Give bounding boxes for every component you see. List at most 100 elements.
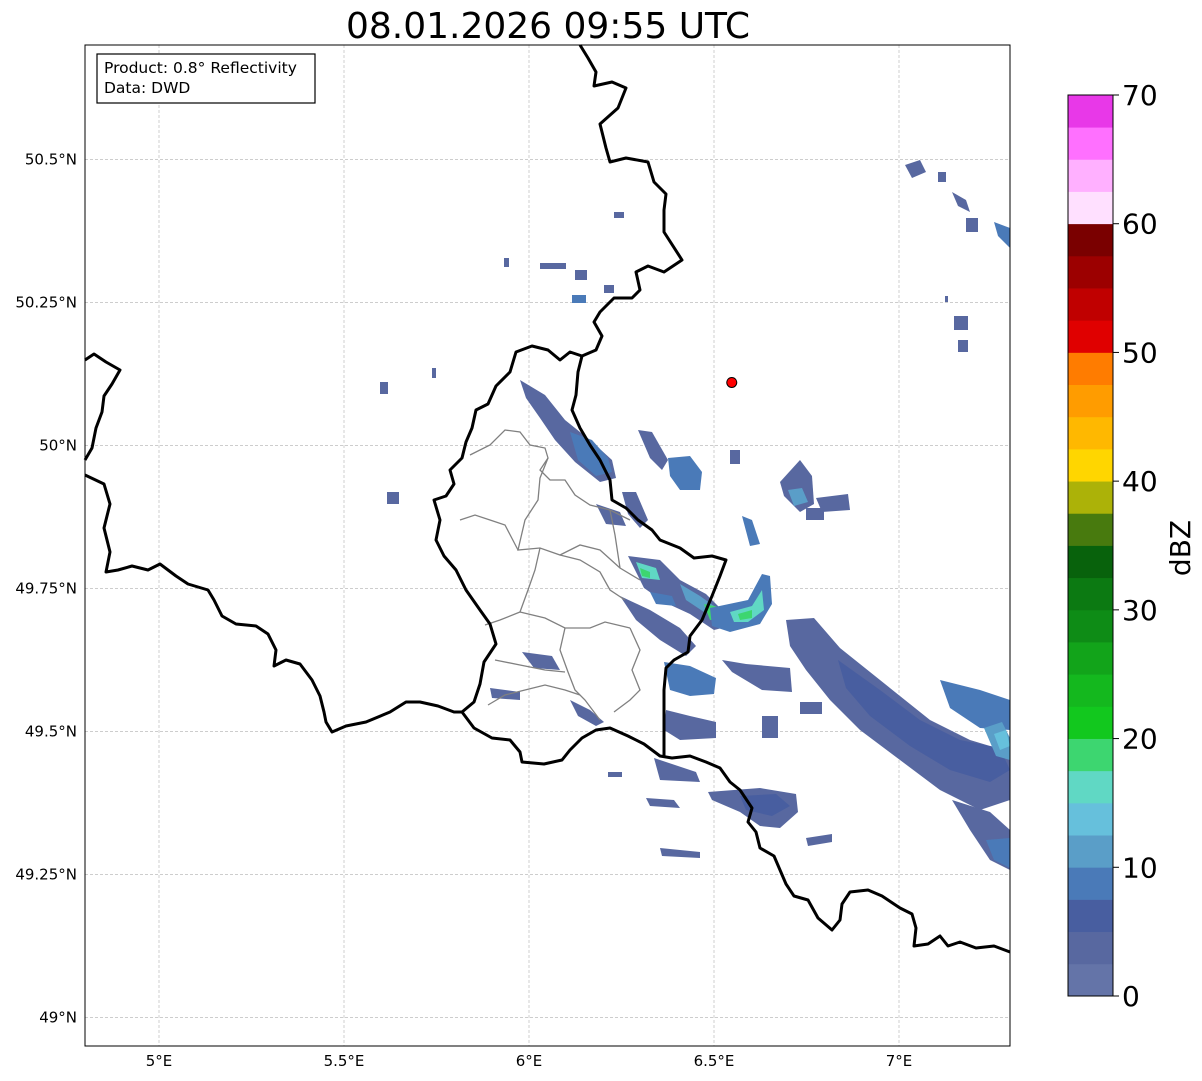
figure-title: 08.01.2026 09:55 UTC	[346, 6, 750, 47]
colorbar-tick-label: 0	[1122, 980, 1140, 1013]
region-boundary	[469, 429, 631, 521]
echo-cell	[660, 848, 700, 858]
colorbar-segment	[1068, 416, 1113, 450]
echo-cell	[654, 758, 700, 782]
echo-cell	[710, 574, 772, 632]
echo-cell	[958, 340, 968, 352]
colorbar-segment	[1068, 931, 1113, 965]
echo-cell	[664, 662, 716, 696]
colorbar-segment	[1068, 320, 1113, 353]
colorbar-tick-label: 10	[1122, 851, 1158, 884]
colorbar-tick-labels: 0 10 20 30 40 50 60 70	[1113, 79, 1158, 1013]
region-boundary	[487, 684, 581, 706]
echo-cell	[945, 296, 948, 302]
colorbar-tick-label: 30	[1122, 594, 1158, 627]
echo-band-luxembourg-east	[620, 556, 772, 656]
echo-cell	[730, 450, 740, 464]
colorbar-label: dBZ	[1164, 520, 1197, 576]
region-boundary	[519, 611, 631, 629]
echo-cell	[722, 660, 792, 692]
map-panel: Product: 0.8° Reflectivity Data: DWD	[83, 44, 1011, 1047]
echo-cell	[742, 516, 760, 546]
echo-cell	[994, 730, 1010, 750]
colorbar-segment	[1068, 223, 1113, 257]
graticule	[85, 45, 1010, 1046]
echo-cell	[738, 610, 752, 620]
echo-cell	[638, 430, 668, 470]
region-boundary	[484, 547, 541, 626]
echo-cluster-north-strip	[380, 212, 624, 504]
info-box-frame	[96, 53, 316, 104]
region-boundary	[494, 659, 566, 673]
colorbar-segment	[1068, 802, 1113, 836]
product-info-box: Product: 0.8° Reflectivity Data: DWD	[96, 53, 316, 104]
colorbar-segment	[1068, 481, 1113, 514]
echo-cell	[668, 456, 702, 490]
lat-tick-label: 49.25°N	[15, 865, 77, 883]
echo-cell	[938, 172, 946, 182]
colorbar-segment	[1068, 288, 1113, 321]
colorbar-segment	[1068, 674, 1113, 707]
colorbar-segment	[1068, 706, 1113, 739]
echo-cluster-northeast	[905, 160, 1010, 352]
colorbar-segment	[1068, 95, 1113, 128]
lat-tick-label: 49.5°N	[25, 722, 77, 740]
border-germany-belgium-luxembourg	[570, 44, 728, 758]
lon-tick-label: 5°E	[146, 1052, 173, 1070]
colorbar-segment	[1068, 255, 1113, 289]
echo-cell	[650, 592, 676, 606]
colorbar-segment	[1068, 384, 1113, 418]
echo-cell	[664, 710, 716, 740]
echo-cell	[986, 838, 1010, 868]
colorbar-segment	[1068, 545, 1113, 579]
colorbar-segments	[1068, 95, 1113, 997]
echo-cell	[540, 263, 566, 269]
echo-cell	[522, 652, 560, 670]
lon-tick-label: 7°E	[886, 1052, 913, 1070]
colorbar-segment	[1068, 835, 1113, 868]
region-boundary	[609, 509, 641, 581]
echo-band-eifel	[520, 380, 740, 528]
lon-tick-label: 5.5°E	[324, 1052, 365, 1070]
colorbar-tick-label: 60	[1122, 208, 1158, 241]
latitude-tick-labels: 50.5°N 50.25°N 50°N 49.75°N 49.5°N 49.25°N 49°…	[15, 150, 77, 1026]
colorbar-frame	[1067, 94, 1114, 997]
border-netherlands-belgium	[83, 352, 122, 461]
map-frame	[84, 44, 1011, 1047]
echo-cell	[800, 702, 822, 714]
colorbar-segment	[1068, 609, 1113, 643]
echo-cell	[608, 772, 622, 777]
colorbar-segment	[1068, 738, 1113, 772]
colorbar-segment	[1068, 963, 1113, 997]
info-data-line: Data: DWD	[104, 79, 190, 97]
radar-site-marker	[726, 376, 738, 388]
echo-cell	[806, 508, 824, 520]
echo-cell	[572, 295, 586, 303]
lon-tick-label: 6.5°E	[694, 1052, 735, 1070]
echo-cell	[432, 368, 436, 378]
colorbar-segment	[1068, 513, 1113, 546]
echo-cell	[966, 218, 978, 232]
lat-tick-label: 50.5°N	[25, 150, 77, 168]
colorbar-tick-label: 40	[1122, 465, 1158, 498]
echo-cell	[490, 688, 520, 700]
echo-cell	[640, 568, 650, 578]
border-luxembourg-belgium	[432, 344, 583, 714]
colorbar-tick-label: 20	[1122, 723, 1158, 756]
border-france-germany	[460, 711, 1011, 954]
region-boundary	[517, 457, 621, 569]
lat-tick-label: 49°N	[39, 1008, 77, 1026]
echo-cell	[762, 716, 778, 738]
colorbar-tick-label: 50	[1122, 336, 1158, 369]
colorbar-segment	[1068, 127, 1113, 160]
echo-cell	[952, 192, 970, 212]
echo-cell	[387, 492, 399, 504]
echo-cell	[504, 258, 509, 267]
echo-cell	[816, 494, 850, 512]
region-boundary	[459, 514, 519, 551]
colorbar-segment	[1068, 577, 1113, 611]
echo-cell	[905, 160, 926, 178]
echo-cell	[620, 596, 696, 656]
echo-cell	[604, 285, 614, 293]
